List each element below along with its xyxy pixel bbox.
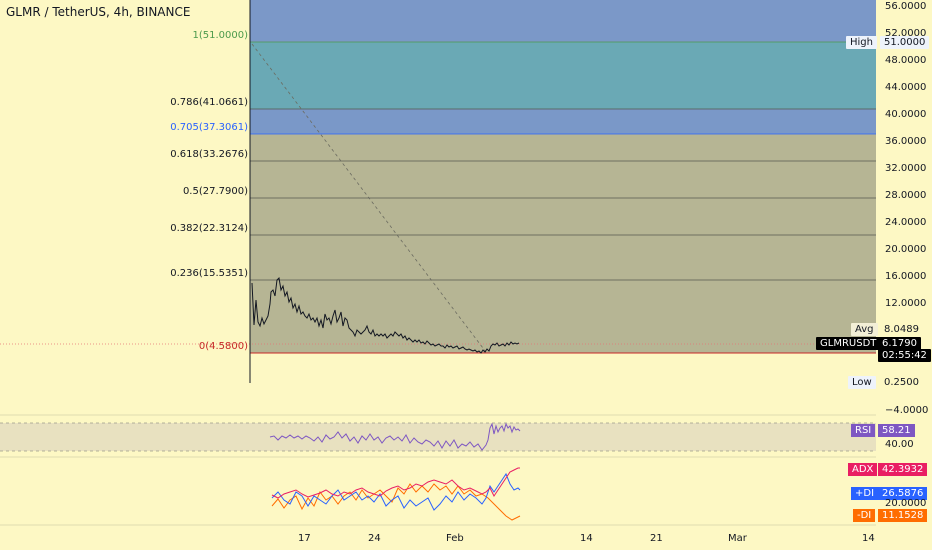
fib-zone-1-0786: [250, 42, 876, 109]
time-label: 14: [580, 533, 593, 544]
price-tick: 16.0000: [885, 271, 927, 282]
rsi-level-label: 40.00: [885, 439, 914, 450]
price-tick: −4.0000: [885, 405, 929, 416]
plus-di-value-tag: 26.5876: [878, 487, 928, 500]
avg-label: Avg: [851, 323, 878, 336]
fib-zone-0705-0: [250, 134, 876, 353]
time-label: Mar: [728, 533, 747, 544]
fib-label-0236-text: 0.236(15.5351): [170, 268, 248, 279]
adx-level-label: 20.0000: [885, 498, 927, 509]
fib-label-0: 0(4.5800): [199, 341, 248, 353]
price-tick: 12.0000: [885, 298, 927, 309]
low-value: 0.2500: [884, 377, 919, 388]
adx-value-tag: 42.3932: [878, 463, 928, 476]
avg-value: 8.0489: [884, 324, 919, 335]
plus-di-name-tag: +DI: [851, 487, 879, 500]
price-tick: 44.0000: [885, 82, 927, 93]
fib-label-05: 0.5(27.7900): [183, 186, 248, 198]
adx-plus-di-series: [271, 472, 521, 511]
time-label: 21: [650, 533, 663, 544]
price-series: [251, 276, 520, 354]
bar-countdown: 02:55:42: [878, 349, 931, 362]
rsi-name-tag: RSI: [851, 424, 876, 437]
price-tick: 24.0000: [885, 217, 927, 228]
fib-zone-0786-0705: [250, 109, 876, 134]
fib-label-1: 1(51.0000): [192, 30, 248, 42]
fib-label-0786: 0.786(41.0661): [170, 97, 248, 109]
time-label: Feb: [446, 533, 464, 544]
price-tick: 36.0000: [885, 136, 927, 147]
time-label: 24: [368, 533, 381, 544]
fib-label-0705-text: 0.705(37.3061): [170, 122, 248, 133]
time-label: 14: [862, 533, 875, 544]
price-tick: 40.0000: [885, 109, 927, 120]
fib-zone-top: [250, 0, 876, 42]
price-tick: 20.0000: [885, 244, 927, 255]
time-label: 17: [298, 533, 311, 544]
rsi-band: [0, 423, 876, 451]
fib-label-05-text: 0.5(27.7900): [182, 186, 248, 197]
fib-lines: [250, 41, 876, 281]
fib-label-0-text: 0(4.5800): [198, 341, 248, 352]
price-tick: 28.0000: [885, 190, 927, 201]
chart-title: GLMR / TetherUS, 4h, BINANCE: [6, 5, 191, 19]
fib-label-0618-text: 0.618(33.2676): [170, 149, 248, 160]
adx-name-tag: ADX: [848, 463, 878, 476]
fib-label-0786-text: 0.786(41.0661): [170, 97, 248, 108]
high-value: 51.0000: [880, 36, 930, 49]
fib-trend-line[interactable]: [251, 43, 487, 353]
adx-series: [271, 467, 520, 499]
price-tick: 32.0000: [885, 163, 927, 174]
price-tick: 48.0000: [885, 55, 927, 66]
price-tick: 52.0000: [885, 28, 927, 39]
price-tick: 56.0000: [885, 1, 927, 12]
fib-label-0618: 0.618(33.2676): [170, 149, 248, 161]
fib-label-0382-text: 0.382(22.3124): [170, 223, 248, 234]
low-label: Low: [848, 376, 876, 389]
high-label: High: [846, 36, 877, 49]
fib-label-0236: 0.236(15.5351): [170, 268, 248, 280]
rsi-series: [269, 422, 521, 451]
symbol-tag: GLMRUSDT: [816, 337, 881, 350]
fib-label-1-text: 1(51.0000): [192, 30, 248, 41]
rsi-value-tag: 58.21: [878, 424, 915, 437]
fib-label-0382: 0.382(22.3124): [170, 223, 248, 235]
fib-label-0705: 0.705(37.3061): [170, 122, 248, 134]
current-price-tag: 6.1790: [878, 337, 921, 350]
minus-di-name-tag: -DI: [853, 509, 876, 522]
minus-di-value-tag: 11.1528: [878, 509, 928, 522]
